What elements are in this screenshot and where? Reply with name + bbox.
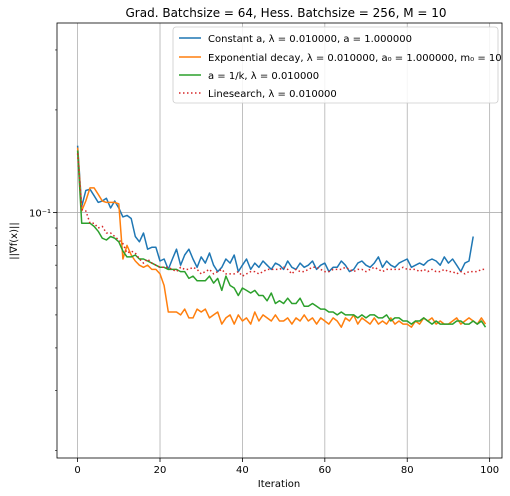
y-axis-label: ||∇f(x)|| <box>9 222 20 259</box>
legend-box <box>172 26 499 104</box>
legend-label-one-over-k: a = 1/k, λ = 0.010000 <box>208 71 319 82</box>
x-tick-label: 80 <box>401 465 414 476</box>
x-tick-label: 20 <box>154 465 167 476</box>
chart-title: Grad. Batchsize = 64, Hess. Batchsize = … <box>126 6 447 20</box>
plot-frame <box>56 22 503 459</box>
series-layer <box>76 145 487 328</box>
x-axis-label: Iteration <box>258 479 300 490</box>
x-tick-label: 100 <box>480 465 499 476</box>
y-tick-label: 10⁻¹ <box>29 208 51 219</box>
series-linesearch-line <box>76 153 486 277</box>
x-tick-label: 60 <box>318 465 331 476</box>
series-constant-line <box>76 145 474 273</box>
legend-label-linesearch: Linesearch, λ = 0.010000 <box>208 89 337 100</box>
x-tick-label: 0 <box>74 465 80 476</box>
legend-label-exponential: Exponential decay, λ = 0.010000, a₀ = 1.… <box>208 53 502 64</box>
series-exponential-line <box>76 147 487 328</box>
legend-label-constant: Constant a, λ = 0.010000, a = 1.000000 <box>208 34 412 45</box>
legend: Constant a, λ = 0.010000, a = 1.000000 E… <box>172 26 502 104</box>
x-tick-label: 40 <box>236 465 249 476</box>
ticks: 0 20 40 60 80 100 10⁻¹ <box>29 49 499 476</box>
